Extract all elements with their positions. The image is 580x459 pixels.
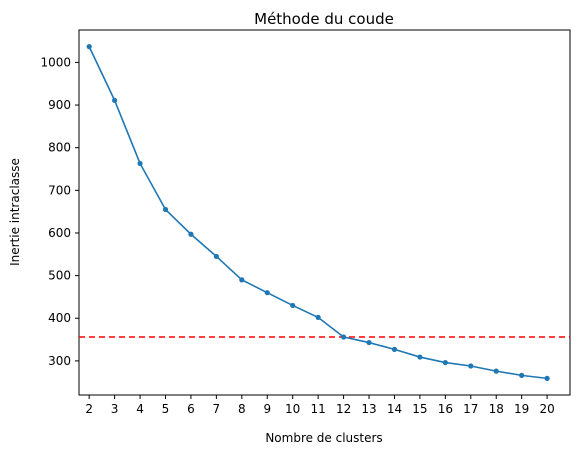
x-tick-label: 3 [111,402,119,416]
x-axis-label: Nombre de clusters [265,431,382,445]
data-point [290,302,296,309]
data-point [468,363,474,369]
x-tick-label: 9 [263,402,271,416]
x-tick-label: 14 [387,402,402,416]
data-point [493,368,499,374]
data-point [188,231,194,237]
data-point [417,354,423,360]
data-point [137,160,143,167]
x-tick-label: 18 [489,402,504,416]
x-tick-label: 15 [412,402,427,416]
y-tick-label: 600 [48,226,71,240]
chart-title: Méthode du coude [254,10,394,28]
data-point [366,339,372,346]
x-tick-label: 10 [285,402,300,416]
data-point [239,277,245,283]
data-point [86,44,92,50]
y-tick-label: 300 [48,354,71,368]
x-tick-label: 11 [310,402,325,416]
x-tick-label: 17 [463,402,478,416]
y-axis: 300 400 500 600 700 800 900 1000 [40,55,79,368]
data-point [315,314,321,320]
series-line-inertia [88,46,548,380]
data-point [264,290,270,296]
x-tick-label: 2 [85,402,93,416]
data-point [544,375,550,381]
y-tick-label: 1000 [40,55,71,69]
data-point [112,97,118,103]
data-point [519,372,525,378]
y-tick-label: 800 [48,141,71,155]
data-point [391,346,398,352]
plot-frame [78,29,571,396]
x-tick-label: 6 [187,402,195,416]
x-tick-label: 19 [514,402,529,416]
data-point [213,253,219,260]
data-point [340,334,347,340]
y-tick-label: 700 [48,183,71,197]
x-tick-label: 8 [238,402,246,416]
x-tick-label: 4 [136,402,144,416]
y-tick-label: 500 [48,269,71,283]
x-tick-label: 7 [213,402,221,416]
x-tick-label: 13 [361,402,376,416]
series-markers [86,44,550,381]
x-tick-label: 5 [162,402,170,416]
x-tick-label: 20 [539,402,554,416]
y-tick-label: 400 [48,311,71,325]
data-point [442,359,448,366]
x-tick-label: 12 [336,402,351,416]
y-axis-label: Inertie intraclasse [8,158,22,266]
x-axis: 2 3 4 5 6 7 8 9 10 11 12 13 14 15 16 17 18 19 20 [85,395,555,416]
y-tick-label: 900 [48,98,71,112]
x-tick-label: 16 [438,402,453,416]
data-point [162,206,169,213]
